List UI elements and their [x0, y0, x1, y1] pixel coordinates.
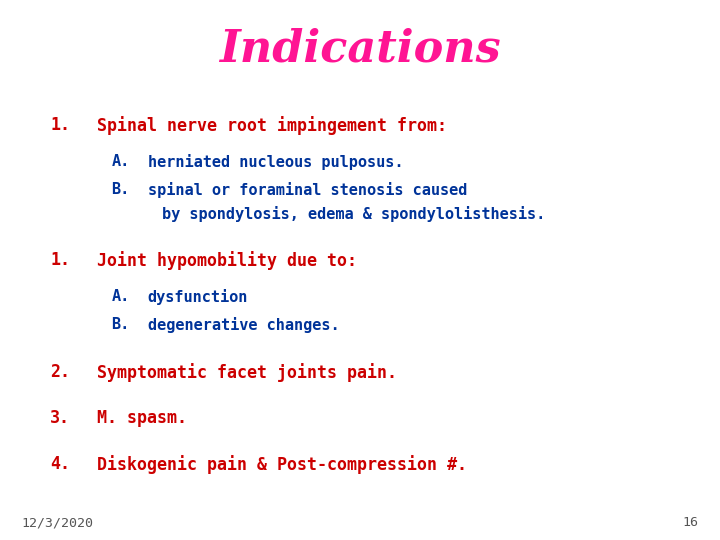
Text: by spondylosis, edema & spondylolisthesis.: by spondylosis, edema & spondylolisthesi…: [162, 206, 545, 222]
Text: M. spasm.: M. spasm.: [97, 409, 187, 427]
Text: 16: 16: [683, 516, 698, 529]
Text: herniated nucleous pulposus.: herniated nucleous pulposus.: [148, 154, 403, 170]
Text: B.: B.: [112, 182, 130, 197]
Text: Symptomatic facet joints pain.: Symptomatic facet joints pain.: [97, 363, 397, 382]
Text: 2.: 2.: [50, 363, 71, 381]
Text: Diskogenic pain & Post-compression #.: Diskogenic pain & Post-compression #.: [97, 455, 467, 474]
Text: 4.: 4.: [50, 455, 71, 472]
Text: Joint hypomobility due to:: Joint hypomobility due to:: [97, 251, 357, 270]
Text: B.: B.: [112, 317, 130, 332]
Text: A.: A.: [112, 289, 130, 304]
Text: 3.: 3.: [50, 409, 71, 427]
Text: 1.: 1.: [50, 251, 71, 269]
Text: 1.: 1.: [50, 116, 71, 134]
Text: 12/3/2020: 12/3/2020: [22, 516, 94, 529]
Text: spinal or foraminal stenosis caused: spinal or foraminal stenosis caused: [148, 182, 467, 198]
Text: degenerative changes.: degenerative changes.: [148, 317, 339, 333]
Text: dysfunction: dysfunction: [148, 289, 248, 305]
Text: A.: A.: [112, 154, 130, 169]
Text: Spinal nerve root impingement from:: Spinal nerve root impingement from:: [97, 116, 447, 135]
Text: Indications: Indications: [219, 27, 501, 70]
